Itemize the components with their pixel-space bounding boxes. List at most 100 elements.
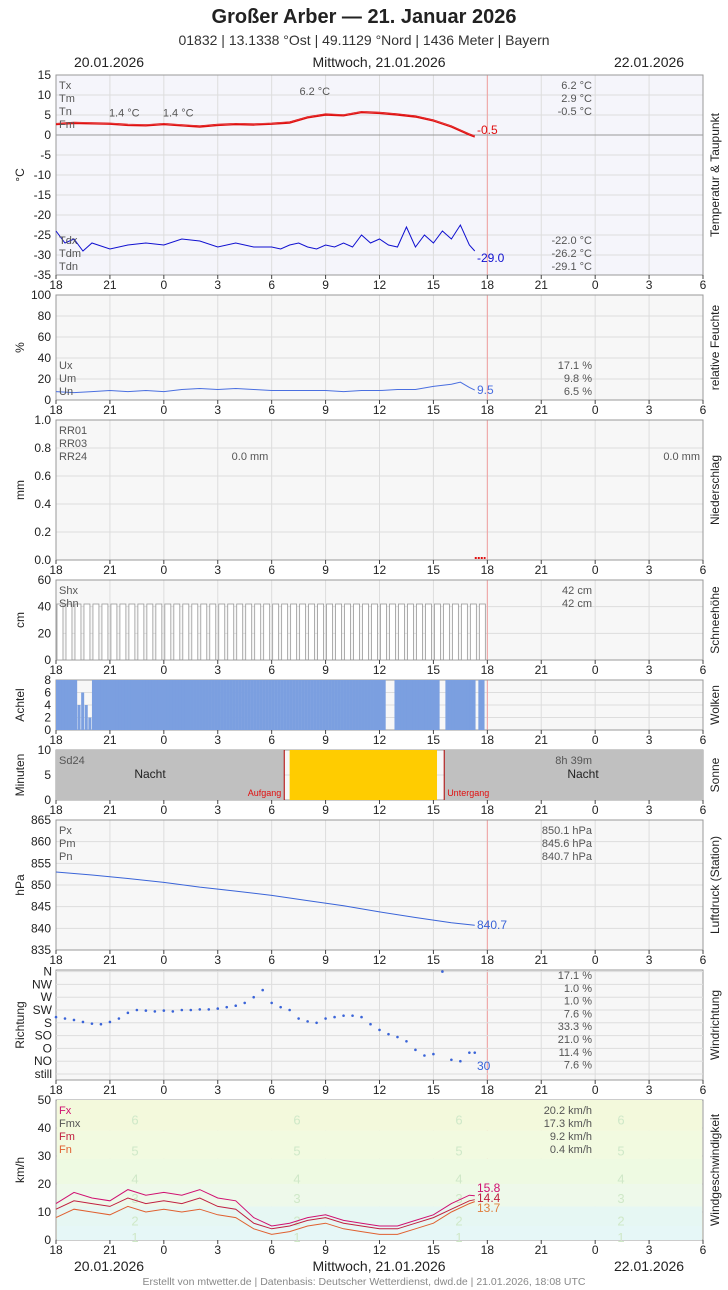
cloud-bar	[358, 680, 362, 730]
sun-x-tick-label: 21	[103, 803, 117, 817]
sun-legend: Sd24	[59, 755, 85, 767]
cloud-bar	[211, 680, 215, 730]
temp-legend-Tm: Tm	[59, 93, 75, 105]
cloud-bar	[463, 680, 467, 730]
pressure-last-value: 840.7	[477, 918, 507, 932]
windspeed-y-tick-label: 0	[44, 1233, 51, 1247]
sun-y-tick-label: 5	[44, 768, 51, 782]
temp-y-tick-label: 10	[38, 88, 52, 102]
cloud-bar	[262, 680, 266, 730]
cloud-bar	[247, 680, 251, 730]
winddir-point	[234, 1004, 238, 1008]
cloud-bar	[166, 680, 171, 730]
cloud-bar	[478, 680, 482, 730]
pressure-x-tick-label: 21	[103, 953, 117, 967]
night-label-2: Nacht	[567, 767, 599, 781]
cloud-bar	[403, 680, 407, 730]
pressure-y-tick-label: 845	[31, 900, 51, 914]
cloud-bar	[466, 680, 470, 730]
winddir-category-label: still	[35, 1067, 52, 1081]
humidity-last-value: 9.5	[477, 383, 494, 397]
temp-annotation: 1.4 °C	[163, 108, 194, 120]
humidity-stat: 9.8 %	[564, 373, 592, 385]
cloud-bar	[364, 680, 368, 730]
precip-x-tick-label: 9	[322, 563, 329, 577]
beaufort-label: 5	[293, 1143, 300, 1158]
winddir-category-label: SW	[33, 1003, 53, 1017]
pressure-y-tick-label: 835	[31, 943, 51, 957]
winddir-point	[180, 1008, 184, 1012]
snow-bar	[389, 603, 396, 661]
winddir-point	[225, 1005, 229, 1009]
cloud-bar	[145, 680, 150, 730]
winddir-x-tick-label: 15	[427, 1083, 441, 1097]
precip-annotation-next: 0.0 mm	[663, 451, 700, 463]
cloud-bar	[112, 680, 117, 730]
windspeed-x-tick-label: 15	[427, 1243, 441, 1257]
humidity-x-tick-label: 21	[103, 403, 117, 417]
cloud-bar-low	[77, 705, 81, 730]
cloud-bar	[271, 680, 275, 730]
sun-x-tick-label: 6	[268, 803, 275, 817]
clouds-x-tick-label: 6	[268, 733, 275, 747]
cloud-bar	[208, 680, 212, 730]
winddir-x-tick-label: 18	[49, 1083, 63, 1097]
cloud-bar	[316, 680, 320, 730]
precip-x-tick-label: 3	[646, 563, 653, 577]
winddir-stat: 1.0 %	[564, 983, 592, 995]
humidity-y-tick-label: 80	[38, 309, 52, 323]
temp-x-tick-label: 6	[700, 278, 707, 292]
cloud-bar	[265, 680, 269, 730]
cloud-bar	[427, 680, 431, 730]
windspeed-x-tick-label: 9	[322, 1243, 329, 1257]
clouds-y-tick-label: 6	[44, 686, 51, 700]
humidity-x-tick-label: 6	[268, 403, 275, 417]
snow-x-tick-label: 15	[427, 663, 441, 677]
windspeed-y-tick-label: 50	[38, 1093, 52, 1107]
winddir-point	[261, 988, 264, 992]
beaufort-label: 3	[293, 1191, 300, 1206]
cloud-bar	[436, 680, 440, 730]
cloud-bar	[325, 680, 329, 730]
bottom-date-center: Mittwoch, 21.01.2026	[312, 1258, 446, 1274]
cloud-bar	[106, 680, 111, 730]
humidity-stat: 17.1 %	[558, 360, 592, 372]
cloud-bar	[238, 680, 242, 730]
snow-bar	[137, 603, 145, 661]
cloud-bar	[190, 680, 194, 730]
winddir-point	[423, 1054, 426, 1057]
snow-bar	[65, 603, 73, 661]
snow-legend-Shx: Shx	[59, 585, 78, 597]
snow-stat: 42 cm	[562, 598, 592, 610]
cloud-bar	[424, 680, 428, 730]
snow-bar	[469, 603, 477, 661]
winddir-point	[414, 1048, 417, 1052]
cloud-bar	[340, 680, 344, 730]
precip-y-tick-label: 0.4	[34, 497, 51, 511]
winddir-category-label: O	[43, 1041, 52, 1055]
beaufort-label: 4	[455, 1171, 462, 1186]
precip-x-tick-label: 12	[373, 563, 387, 577]
snow-bar	[398, 603, 405, 661]
winddir-point	[432, 1052, 435, 1056]
wind-gust-mean-line	[55, 1197, 475, 1230]
cloud-bar	[253, 680, 257, 730]
temp-x-tick-label: 21	[535, 278, 549, 292]
pressure-side-label: Luftdruck (Station)	[708, 836, 722, 934]
cloud-bar	[178, 680, 183, 730]
winddir-point	[306, 1020, 309, 1023]
windspeed-x-tick-label: 3	[646, 1243, 653, 1257]
cloud-bar	[334, 680, 338, 730]
winddir-x-tick-label: 21	[535, 1083, 549, 1097]
cloud-bar	[397, 680, 401, 730]
snow-x-tick-label: 6	[268, 663, 275, 677]
sun-y-axis-label: Minuten	[13, 754, 27, 797]
temp-y-axis-label: °C	[13, 168, 27, 182]
cloud-bar	[115, 680, 120, 730]
temperature-max-line	[55, 110, 475, 137]
windspeed-x-tick-label: 12	[373, 1243, 387, 1257]
beaufort-label: 1	[293, 1230, 300, 1245]
temp-legend-Tn: Tn	[59, 106, 72, 118]
temp-x-tick-label: 0	[592, 278, 599, 292]
clouds-x-tick-label: 12	[373, 733, 387, 747]
